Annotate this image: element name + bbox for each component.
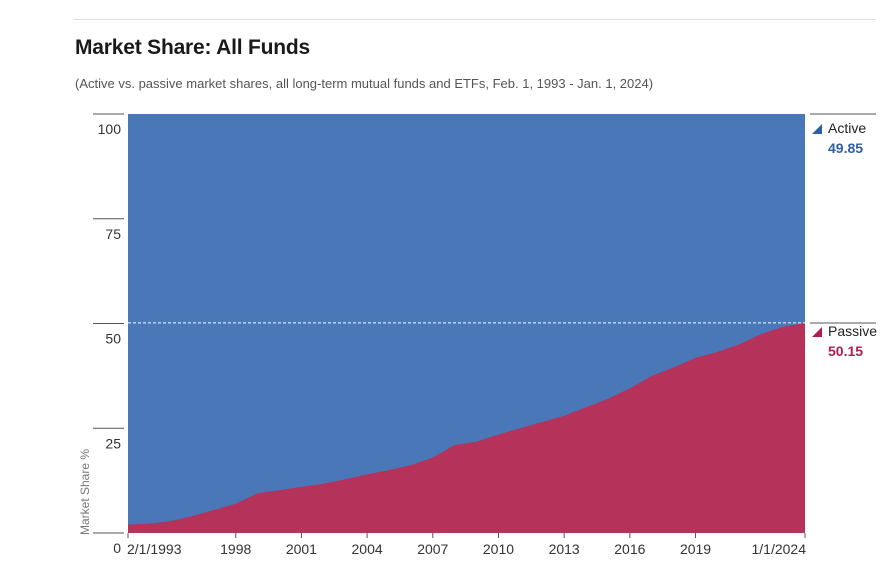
chart-subtitle: (Active vs. passive market shares, all l… — [75, 76, 654, 91]
legend: Active 49.85 Passive 50.15 — [810, 113, 877, 359]
y-tick-label-50: 50 — [105, 331, 121, 347]
x-tick-label-6: 2013 — [549, 541, 580, 557]
legend-passive-label: Passive — [828, 323, 877, 339]
passive-area — [128, 322, 805, 533]
x-tick-label-9: 1/1/2024 — [752, 541, 807, 557]
y-tick-label-75: 75 — [105, 226, 121, 242]
legend-active-marker — [812, 124, 822, 134]
plot-area — [128, 114, 805, 533]
legend-passive-value: 50.15 — [828, 343, 863, 359]
chart-title: Market Share: All Funds — [75, 36, 311, 59]
x-tick-label-5: 2010 — [483, 541, 514, 557]
x-tick-label-0: 2/1/1993 — [127, 541, 182, 557]
y-tick-label-25: 25 — [105, 435, 121, 451]
legend-passive-marker — [812, 327, 822, 337]
y-tick-label-100: 100 — [98, 121, 122, 137]
x-tick-label-1: 1998 — [220, 541, 251, 557]
legend-active-label: Active — [828, 120, 866, 136]
x-tick-label-4: 2007 — [417, 541, 448, 557]
x-tick-label-3: 2004 — [352, 541, 383, 557]
legend-active-value: 49.85 — [828, 140, 863, 156]
y-axis-label: Market Share % — [78, 449, 92, 535]
x-tick-label-7: 2016 — [614, 541, 645, 557]
x-tick-label-8: 2019 — [680, 541, 711, 557]
y-tick-label-0: 0 — [113, 540, 121, 556]
x-tick-label-2: 2001 — [286, 541, 317, 557]
axes: 0 25 50 75 100 2/1/1993 1998 2001 2004 2007 2010 20… — [93, 113, 807, 557]
top-divider — [74, 19, 876, 20]
